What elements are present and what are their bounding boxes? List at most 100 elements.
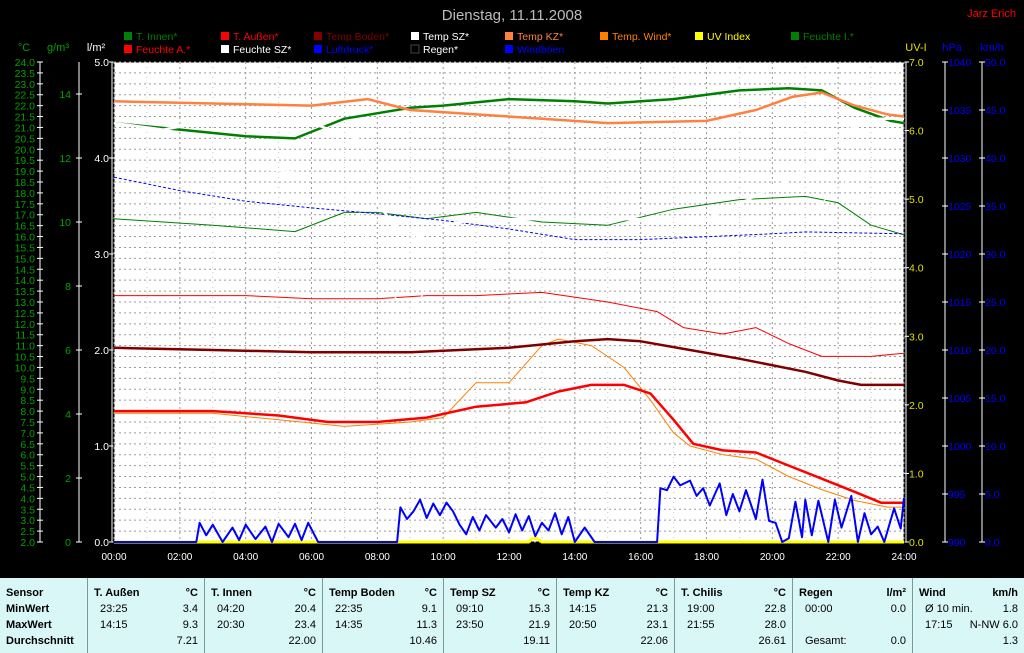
stats-row: 22:35 9.1 xyxy=(329,603,437,618)
stats-column-title: Temp KZ xyxy=(563,587,610,599)
stats-column-unit: °C xyxy=(303,587,316,599)
temp-tick-label: 24.0 xyxy=(15,57,36,69)
stats-value: 20.4 xyxy=(294,603,316,615)
temp-tick-label: 12.5 xyxy=(15,308,36,320)
stats-value: 21.9 xyxy=(528,619,550,631)
legend-swatch xyxy=(221,32,229,40)
stats-row: 14:35 11.3 xyxy=(329,619,437,634)
series-line-windboeen xyxy=(114,475,905,543)
uv-tick-label: 6.0 xyxy=(909,126,924,138)
temp-tick-label: 9.0 xyxy=(20,384,35,396)
temp-unit-label: °C xyxy=(18,42,30,54)
stats-row: 1.3 xyxy=(919,635,1018,650)
wind-tick-label: 15.0 xyxy=(985,393,1006,405)
temp-tick-label: 19.0 xyxy=(15,166,36,178)
temp-tick-label: 10.5 xyxy=(15,352,36,364)
stats-row: 23:50 21.9 xyxy=(450,619,550,634)
stats-column: Sensor MinWert MaxWert Durchschnitt xyxy=(0,578,88,653)
stats-time: 20:50 xyxy=(569,619,597,631)
temp-tick-label: 22.0 xyxy=(15,101,36,113)
stats-value: 9.1 xyxy=(421,603,437,615)
series-layer xyxy=(113,86,905,544)
rain-unit-label: l/m² xyxy=(87,42,106,54)
temp-tick-label: 16.5 xyxy=(15,221,36,233)
stats-time: Gesamt: xyxy=(805,635,847,647)
x-axis-ticks: 00:00 02:00 04:00 06:00 08:00 10:00 12:00 14:00… xyxy=(101,552,916,563)
pressure-tick-label: 1015 xyxy=(948,297,972,309)
stats-value: 15.3 xyxy=(528,603,550,615)
stats-column-title: Temp Boden xyxy=(329,587,395,599)
stats-value: 0.0 xyxy=(890,603,906,615)
stats-time: 04:20 xyxy=(217,603,245,615)
wind-tick-label: 0.0 xyxy=(985,537,1000,549)
pressure-unit-label: hPa xyxy=(942,42,962,54)
stats-time: 19:00 xyxy=(687,603,715,615)
uv-tick-label: 1.0 xyxy=(909,468,924,480)
rain-tick-label: 5.0 xyxy=(94,57,109,69)
x-tick-label: 08:00 xyxy=(365,552,390,563)
stats-column-title: Sensor xyxy=(6,587,44,599)
pressure-tick-label: 1010 xyxy=(948,345,972,357)
stats-time: 00:00 xyxy=(805,603,833,615)
stats-column: T. Außen °C 23:25 3.4 14:15 9.3 7.21 xyxy=(88,578,205,653)
stats-time: 22:35 xyxy=(335,603,363,615)
stats-column-title: T. Chilis xyxy=(681,587,723,599)
humidity-tick-label: 8 xyxy=(65,281,71,293)
humidity-unit-label: g/m³ xyxy=(47,42,69,54)
stats-row-label: MinWert xyxy=(6,603,50,615)
stats-column-unit: km/h xyxy=(992,587,1018,599)
temp-tick-label: 2.5 xyxy=(20,526,35,538)
stats-value: 7.21 xyxy=(176,635,198,647)
temp-tick-label: 8.0 xyxy=(20,406,35,418)
temp-tick-label: 18.5 xyxy=(15,177,36,189)
stats-column: Temp SZ °C 09:10 15.3 23:50 21.9 19.11 xyxy=(444,578,557,653)
temp-tick-label: 4.5 xyxy=(20,482,35,494)
temp-tick-label: 7.5 xyxy=(20,417,35,429)
humidity-tick-label: 14 xyxy=(59,89,71,101)
temp-tick-label: 7.0 xyxy=(20,428,35,440)
pressure-tick-label: 1005 xyxy=(948,393,972,405)
stats-row: 22.00 xyxy=(211,635,316,650)
pressure-tick-label: 1020 xyxy=(948,249,972,261)
x-tick-label: 06:00 xyxy=(299,552,324,563)
temp-tick-label: 10.0 xyxy=(15,362,36,374)
legend-swatch xyxy=(124,32,132,40)
humidity-tick-label: 2 xyxy=(65,473,71,485)
pressure-tick-label: 1000 xyxy=(948,441,972,453)
temp-tick-label: 15.0 xyxy=(15,253,36,265)
stats-row-label: MaxWert xyxy=(6,619,52,631)
legend-swatch xyxy=(411,32,419,40)
wind-tick-label: 25.0 xyxy=(985,297,1006,309)
temp-tick-label: 18.0 xyxy=(15,188,36,200)
x-tick-label: 16:00 xyxy=(628,552,653,563)
stats-value: 3.4 xyxy=(182,603,198,615)
stats-column-unit: °C xyxy=(185,587,198,599)
stats-column: Temp Boden °C 22:35 9.1 14:35 11.3 10.46 xyxy=(323,578,444,653)
wind-tick-label: 10.0 xyxy=(985,441,1006,453)
temp-tick-label: 5.0 xyxy=(20,472,35,484)
stats-column-unit: °C xyxy=(655,587,668,599)
rain-tick-label: 4.0 xyxy=(94,153,109,165)
temp-tick-label: 6.0 xyxy=(20,450,35,462)
uv-tick-label: 5.0 xyxy=(909,194,924,206)
series-line-luftdruck xyxy=(113,176,905,241)
temp-tick-label: 19.5 xyxy=(15,155,36,167)
temp-tick-label: 9.5 xyxy=(20,373,35,385)
stats-column-title: T. Außen xyxy=(94,587,140,599)
temp-tick-label: 15.5 xyxy=(15,242,36,254)
pressure-tick-label: 1030 xyxy=(948,153,972,165)
humidity-tick-label: 6 xyxy=(65,345,71,357)
stats-row: 14:15 9.3 xyxy=(94,619,198,634)
pressure-tick-label: 1040 xyxy=(948,57,972,69)
series-line-temp_sz xyxy=(113,117,904,240)
wind-tick-label: 30.0 xyxy=(985,249,1006,261)
rain-tick-label: 1.0 xyxy=(94,441,109,453)
series-line-temp_wind xyxy=(114,338,904,508)
series-line-feuchte_a xyxy=(114,291,905,357)
stats-column-title: Wind xyxy=(919,587,946,599)
legend-label: Regen* xyxy=(423,44,458,56)
legend-swatch xyxy=(314,45,322,53)
stats-value: 22.06 xyxy=(640,635,668,647)
stats-time: 20:30 xyxy=(217,619,245,631)
stats-column-title: Regen xyxy=(799,587,833,599)
